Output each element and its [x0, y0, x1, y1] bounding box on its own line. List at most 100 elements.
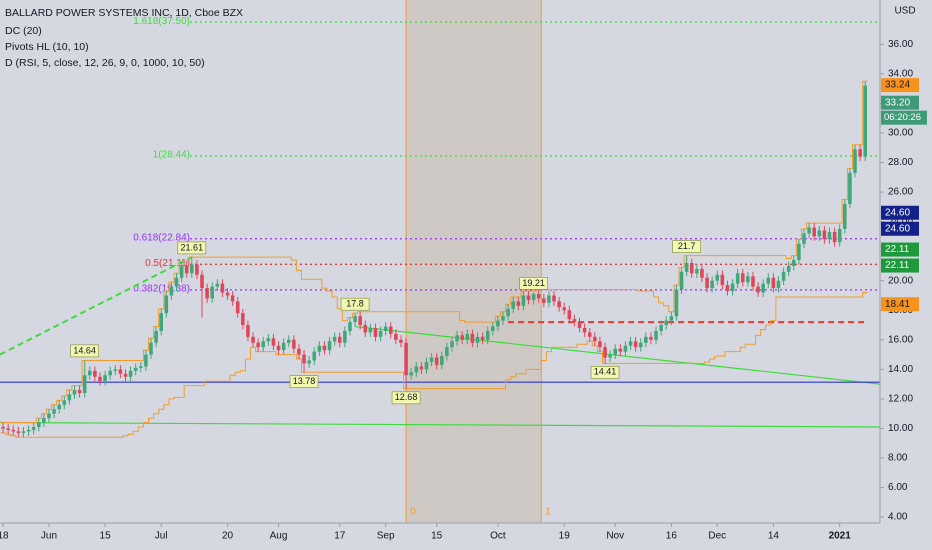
candle-body [786, 265, 791, 272]
candle-body [317, 345, 322, 352]
candle-body [343, 330, 347, 343]
candle-body [266, 338, 271, 342]
candle-body [557, 301, 561, 308]
pivot-label: 19.21 [522, 278, 545, 288]
pivot-box [289, 375, 319, 388]
candle-body [445, 347, 449, 357]
candle-body [159, 313, 163, 331]
candle-body [26, 429, 31, 432]
candle-body [42, 418, 46, 423]
candle-body [307, 360, 311, 364]
y-tick-label: 10.00 [888, 423, 913, 434]
candle-body [797, 243, 801, 261]
candle-body [154, 330, 158, 343]
price-tag [881, 297, 919, 312]
drawn-line [354, 325, 881, 385]
x-tick-label: Aug [270, 531, 288, 542]
candle-body [837, 228, 842, 243]
legend-title: BALLARD POWER SYSTEMS INC, 1D, Cboe BZX [5, 7, 243, 19]
price-tag-label: 33.20 [885, 97, 910, 108]
currency: USD [894, 6, 915, 17]
y-tick-label: 12.00 [888, 394, 913, 405]
candle-body [812, 227, 816, 237]
candle-body [547, 295, 551, 303]
candle-body [77, 390, 82, 393]
candle-body [302, 354, 306, 364]
candle-body [16, 431, 21, 433]
candle-body [93, 370, 97, 377]
drawn-line [0, 256, 193, 356]
candle-body [863, 85, 867, 157]
candle-body [542, 298, 546, 303]
x-tick-label: 14 [768, 531, 780, 542]
candle-body [276, 345, 281, 351]
plot: 0 1 1.618(37.50) 1(28.44) 0.618(22.84) 0.5(21… [0, 0, 881, 523]
candle-body [684, 262, 689, 272]
candle-body [562, 307, 567, 311]
legend-indicator: DC (20) [5, 25, 42, 37]
candle-body [286, 339, 291, 343]
price-tag-label: 18.41 [885, 299, 910, 310]
candle-body [496, 320, 500, 327]
y-tick-label: 30.00 [888, 128, 913, 139]
candle-body [103, 375, 107, 382]
candle-body [598, 341, 602, 348]
candle-body [827, 231, 832, 240]
price-tag-label: 22.11 [885, 260, 910, 271]
candle-body [567, 310, 572, 320]
candle-body [603, 347, 607, 358]
price-tag [881, 95, 919, 110]
candle-body [633, 341, 638, 348]
candle-body [52, 409, 56, 414]
candle-body [730, 283, 735, 292]
candle-body [689, 262, 694, 274]
legend-indicator: D (RSI, 5, close, 12, 26, 9, 0, 1000, 10… [5, 57, 205, 69]
candle-body [57, 404, 61, 410]
candle-body [536, 294, 541, 299]
candle-body [21, 431, 26, 433]
pivot-label: 14.64 [73, 345, 96, 355]
price-tag-label: 22.11 [885, 244, 910, 255]
candle-body [241, 313, 245, 326]
candle-body [292, 339, 296, 349]
candle-body [659, 325, 663, 331]
candle-body [62, 400, 67, 405]
fib-label: 1(28.44) [153, 150, 190, 161]
candle-body [348, 322, 352, 331]
y-tick-label: 4.00 [888, 512, 908, 523]
axes: 4.006.008.0010.0012.0014.0016.0018.0020.… [0, 39, 927, 542]
candle-body [638, 342, 643, 348]
candle-body [82, 375, 87, 393]
x-tick-label: 17 [334, 531, 346, 542]
candle-body [832, 231, 837, 243]
candle-body [654, 330, 658, 340]
candle-body [47, 413, 51, 419]
candle-body [817, 230, 822, 237]
candle-body [215, 283, 220, 287]
candle-body [271, 338, 276, 346]
candle-body [746, 276, 750, 283]
x-tick-label: 15 [100, 531, 112, 542]
drawn-line [0, 421, 881, 428]
candle-body [618, 348, 623, 352]
candle-body [669, 316, 674, 321]
candle-body [220, 283, 225, 293]
candle-body [144, 354, 148, 367]
candle-body [587, 332, 592, 337]
time-axis [0, 523, 932, 550]
shaded-range [406, 0, 542, 523]
pivot-box [70, 344, 99, 358]
candle-body [123, 373, 128, 377]
pivot-label: 21.7 [678, 241, 696, 251]
candle-body [649, 336, 653, 340]
pivot-label: 21.61 [181, 242, 204, 252]
candle-body [582, 327, 587, 333]
pivot-label: 12.68 [395, 392, 418, 402]
y-tick-label: 34.00 [888, 69, 913, 80]
countdown-tag [881, 110, 927, 125]
candle-body [853, 149, 857, 173]
candle-body [404, 342, 408, 376]
legend-indicator: Pivots HL (10, 10) [5, 41, 89, 53]
candle-body [455, 335, 459, 342]
